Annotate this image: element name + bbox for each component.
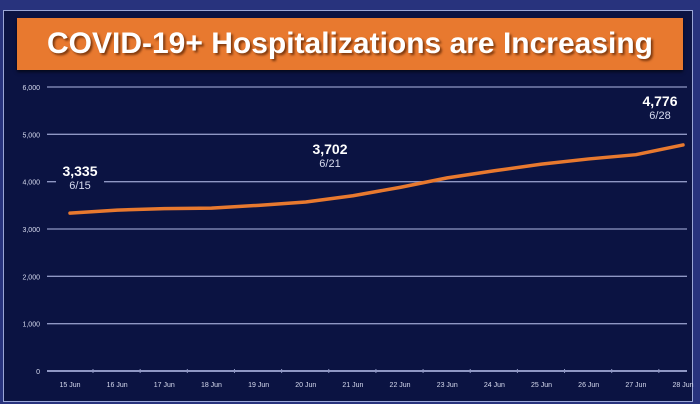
annotation-bg	[636, 92, 684, 124]
x-tick-label: 23 Jun	[437, 382, 458, 389]
x-tick-label: 15 Jun	[59, 382, 80, 389]
x-tick-label: 21 Jun	[342, 382, 363, 389]
series-line-hospitalizations	[68, 143, 685, 215]
chart-title: COVID-19+ Hospitalizations are Increasin…	[17, 18, 683, 70]
y-tick-label: 5,000	[22, 132, 40, 139]
annotation-value: 4,776	[642, 93, 677, 109]
x-tick-label: 25 Jun	[531, 382, 552, 389]
annotation-date: 6/21	[319, 158, 340, 170]
x-tick-label: 22 Jun	[390, 382, 411, 389]
annotation-value: 3,335	[62, 163, 97, 179]
y-tick-label: 2,000	[22, 274, 40, 281]
chart-frame	[3, 10, 693, 402]
y-tick-label: 6,000	[22, 85, 40, 92]
x-tick-label: 26 Jun	[578, 382, 599, 389]
x-tick-label: 27 Jun	[625, 382, 646, 389]
annotation-bg	[56, 162, 104, 194]
y-tick-label: 0	[36, 369, 40, 376]
y-tick-label: 4,000	[22, 180, 40, 187]
annotation-date: 6/28	[649, 110, 670, 122]
x-tick-label: 19 Jun	[248, 382, 269, 389]
x-tick-label: 17 Jun	[154, 382, 175, 389]
x-tick-label: 18 Jun	[201, 382, 222, 389]
annotation-bg	[306, 140, 354, 172]
y-tick-label: 1,000	[22, 322, 40, 329]
annotation-value: 3,702	[312, 141, 347, 157]
x-tick-label: 28 Jun	[672, 382, 693, 389]
x-tick-label: 20 Jun	[295, 382, 316, 389]
x-tick-label: 24 Jun	[484, 382, 505, 389]
annotation-date: 6/15	[69, 180, 90, 192]
x-tick-label: 16 Jun	[107, 382, 128, 389]
y-tick-label: 3,000	[22, 227, 40, 234]
